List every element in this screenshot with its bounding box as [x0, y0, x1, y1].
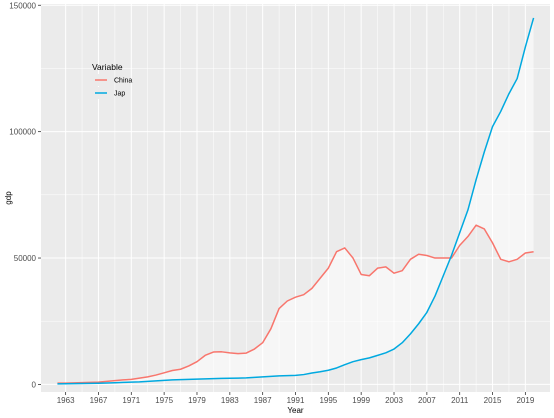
x-axis-title: Year — [287, 406, 304, 415]
x-tick-label: 1995 — [319, 396, 337, 405]
x-tick-label: 1971 — [122, 396, 140, 405]
x-tick-label: 1983 — [221, 396, 239, 405]
legend-label-jap: Jap — [114, 91, 125, 98]
x-tick-label: 1975 — [155, 396, 173, 405]
gap-ribbon — [57, 17, 534, 384]
x-tick-label: 1987 — [254, 396, 272, 405]
x-tick-label: 2007 — [418, 396, 436, 405]
x-tick-label: 1991 — [287, 396, 305, 405]
y-tick-label: 150000 — [9, 1, 36, 10]
x-tick-label: 1967 — [90, 396, 108, 405]
x-tick-label: 2003 — [385, 396, 403, 405]
y-axis: 0 50000 100000 150000 — [9, 1, 41, 389]
legend: Variable China Jap — [92, 62, 132, 99]
y-tick-label: 100000 — [9, 128, 36, 137]
y-axis-title: gdp — [4, 191, 13, 205]
ribbon-area — [57, 17, 534, 384]
y-tick-label: 50000 — [14, 254, 37, 263]
legend-title: Variable — [92, 62, 123, 72]
x-tick-label: 2015 — [484, 396, 502, 405]
series-line-china — [57, 224, 534, 384]
x-tick-label: 1963 — [57, 396, 75, 405]
series-lines — [57, 17, 535, 385]
x-axis: 1963 1967 1971 1975 1979 1983 1987 1991 1995 1999… — [57, 392, 535, 405]
x-tick-label: 2019 — [516, 396, 534, 405]
x-tick-label: 2011 — [451, 396, 469, 405]
y-tick-label: 0 — [32, 380, 37, 389]
x-tick-label: 1999 — [352, 396, 370, 405]
series-line-jap — [57, 17, 535, 385]
legend-label-china: China — [114, 78, 132, 85]
x-tick-label: 1979 — [188, 396, 206, 405]
